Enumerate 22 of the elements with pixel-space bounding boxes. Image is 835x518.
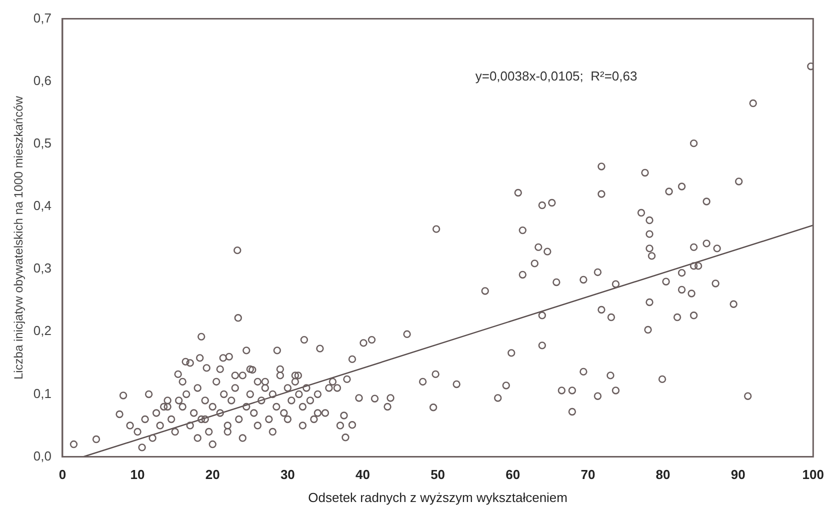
y-axis-title: Liczba inicjatyw obywatelskich na 1000 mieszkańców xyxy=(12,96,26,380)
x-tick-label: 0 xyxy=(58,467,66,482)
annotation: y=0,0038x-0,0105; R²=0,63 xyxy=(475,68,638,84)
y-tick-label: 0,6 xyxy=(33,72,52,88)
y-tick-label: 0,5 xyxy=(33,136,52,151)
x-axis-title: Odsetek radnych z wyższym wykształceniem xyxy=(308,490,568,505)
y-tick-label: 0,4 xyxy=(33,198,52,214)
y-tick-label: 0,2 xyxy=(33,323,52,338)
y-tick-label: 0,0 xyxy=(33,448,52,464)
y-tick-label: 0,7 xyxy=(33,10,52,26)
x-tick-label: 50 xyxy=(430,467,446,482)
y-tick-label: 0,1 xyxy=(33,386,52,401)
x-tick-label: 40 xyxy=(356,467,370,482)
x-tick-label: 30 xyxy=(280,467,295,482)
x-tick-label: 20 xyxy=(205,467,220,482)
x-tick-label: 100 xyxy=(802,467,824,482)
y-tick-label: 0,3 xyxy=(33,260,52,276)
x-tick-label: 60 xyxy=(506,467,520,482)
x-tick-label: 70 xyxy=(580,467,596,482)
x-tick-label: 90 xyxy=(730,467,746,482)
x-tick-label: 80 xyxy=(656,467,670,482)
x-tick-label: 10 xyxy=(130,467,145,482)
